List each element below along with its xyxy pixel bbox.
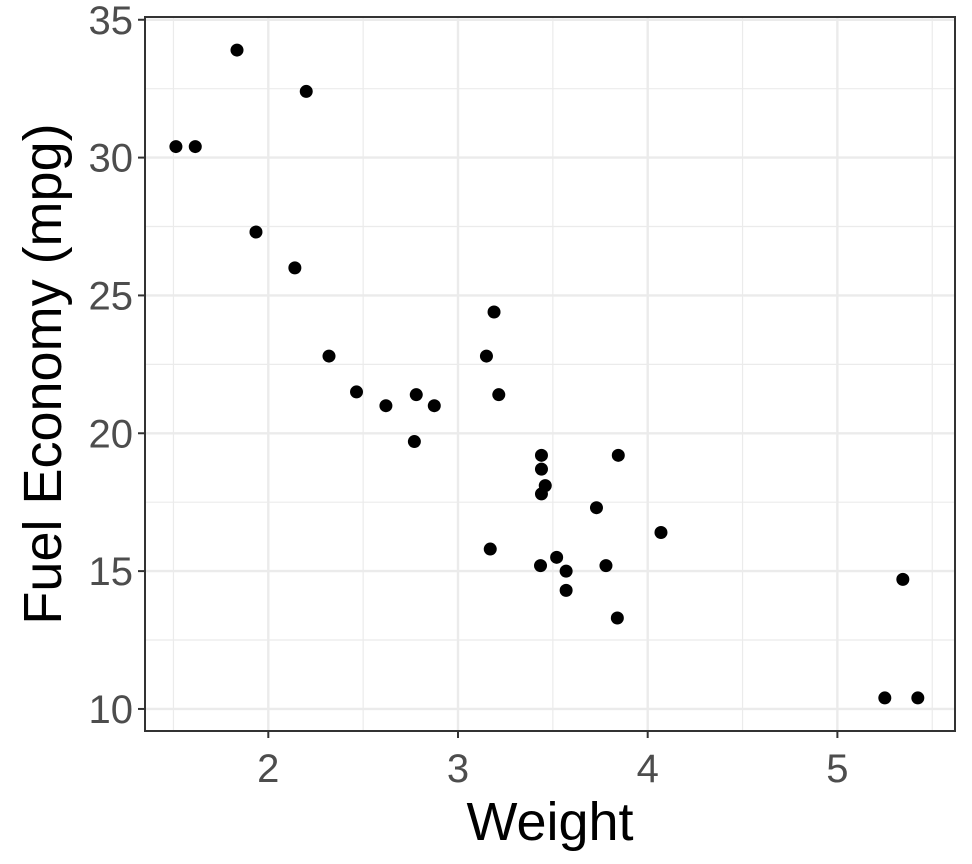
y-axis-title: Fuel Economy (mpg) (13, 123, 73, 624)
data-point (534, 448, 548, 462)
panel-border (144, 16, 956, 732)
axis-ticks (138, 18, 839, 738)
data-point (288, 261, 302, 275)
data-point (599, 559, 613, 573)
x-axis-title: Weight (466, 792, 633, 852)
data-point (169, 140, 183, 154)
data-point (492, 388, 506, 402)
data-point (249, 225, 263, 239)
x-tick-label: 3 (447, 747, 469, 791)
data-point (299, 84, 313, 98)
data-point (610, 611, 624, 625)
data-point (487, 305, 501, 319)
data-point (611, 448, 625, 462)
data-point (878, 691, 892, 705)
y-tick-label: 35 (89, 0, 134, 43)
data-point (479, 349, 493, 363)
data-point (559, 564, 573, 578)
y-tick-label: 30 (89, 137, 134, 181)
data-points (169, 43, 925, 705)
data-point (896, 572, 910, 586)
data-point (407, 435, 421, 449)
data-point (322, 349, 336, 363)
data-point (409, 388, 423, 402)
data-point (188, 140, 202, 154)
data-point (534, 462, 548, 476)
grid-lines (145, 17, 955, 731)
data-point (534, 559, 548, 573)
data-point (350, 385, 364, 399)
data-point (589, 501, 603, 515)
data-point (654, 526, 668, 540)
y-tick-label: 15 (89, 550, 134, 594)
x-tick-label: 2 (257, 747, 279, 791)
data-point (483, 542, 497, 556)
y-tick-label: 20 (89, 412, 134, 456)
x-tick-label: 4 (637, 747, 659, 791)
data-point (427, 399, 441, 413)
data-point (550, 550, 564, 564)
axis-tick-labels: 2 3 4 5 10 15 20 25 30 35 (89, 0, 849, 791)
data-point (538, 479, 552, 493)
data-point (230, 43, 244, 57)
data-point (379, 399, 393, 413)
y-tick-label: 10 (89, 688, 134, 732)
data-point (911, 691, 925, 705)
x-tick-label: 5 (826, 747, 848, 791)
data-point (559, 583, 573, 597)
y-tick-label: 25 (89, 274, 134, 318)
